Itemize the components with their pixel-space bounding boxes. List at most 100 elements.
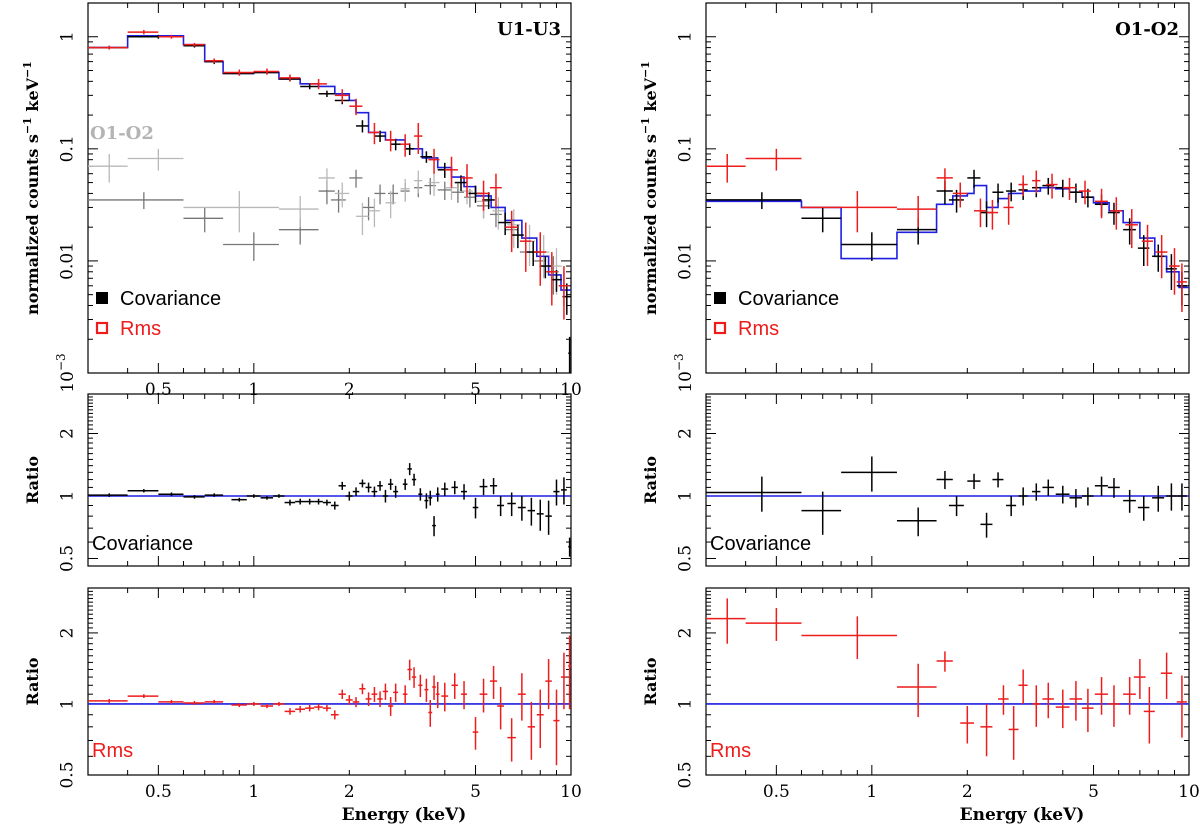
data-point (1046, 173, 1058, 199)
data-point (1079, 180, 1091, 205)
data-point (204, 493, 224, 497)
panel-frame (705, 587, 1190, 776)
y-tick-label: 0.5 (676, 545, 696, 572)
data-point (223, 69, 254, 76)
data-point (1062, 177, 1076, 200)
data-point (183, 42, 205, 47)
data-point (322, 704, 331, 712)
data-point (414, 122, 423, 154)
data-point (385, 130, 396, 152)
series-rms (88, 29, 569, 320)
data-point (183, 207, 224, 233)
data-point (441, 682, 449, 712)
data-point (745, 608, 802, 641)
data-layer (706, 598, 1189, 760)
x-tick-label: 2 (344, 782, 355, 802)
data-point (451, 673, 458, 699)
y-tick-label-min-base: 10 (676, 371, 696, 393)
data-point (1107, 478, 1120, 498)
panel-u1u3-ratio-rms: 0.5 1 2 5 10 0.5 1 2 Ratio Rms (23, 587, 582, 802)
y-tick-label: 2 (676, 628, 696, 639)
data-point (349, 169, 363, 188)
data-point (1042, 682, 1054, 719)
legend-swatch-rms (95, 321, 109, 335)
data-point (1107, 202, 1120, 225)
data-point (545, 500, 552, 535)
data-point (322, 499, 331, 506)
data-point (349, 98, 363, 116)
x-tick-label: 10 (560, 782, 582, 802)
data-point (158, 34, 184, 39)
data-point (418, 674, 423, 698)
data-point (527, 701, 535, 760)
y-axis-title-part: keV (641, 77, 660, 117)
data-point (428, 172, 440, 196)
data-point (441, 482, 449, 496)
data-point (497, 495, 505, 517)
data-point (527, 497, 535, 526)
data-point (356, 120, 369, 133)
legend-label-rms: Rms (120, 318, 161, 340)
data-point (472, 717, 479, 750)
data-point (368, 198, 381, 228)
ratio-panel-label: Covariance (92, 533, 193, 555)
data-point (352, 487, 360, 496)
ratio-panel-label: Rms (710, 740, 751, 762)
data-point (498, 212, 512, 236)
data-point (801, 491, 842, 535)
data-point (461, 681, 468, 710)
data-point (980, 512, 993, 538)
data-point (432, 675, 436, 700)
data-point (1069, 183, 1083, 203)
y-axis-title-part: −1 (639, 117, 652, 134)
data-layer (706, 456, 1189, 538)
y-axis-title: Ratio (23, 657, 42, 706)
x-tick-label: 0.5 (145, 380, 172, 400)
panel-title: O1-O2 (1115, 19, 1179, 40)
data-point (356, 202, 369, 236)
data-point (388, 184, 399, 205)
data-point (88, 493, 128, 497)
data-point (382, 683, 389, 700)
legend-label-rms: Rms (738, 318, 779, 340)
data-point (948, 495, 964, 517)
data-point (1169, 248, 1180, 295)
y-tick-label: 0.01 (676, 242, 696, 280)
data-point (368, 122, 381, 145)
y-axis-title: Ratio (641, 657, 660, 706)
data-point (517, 673, 526, 721)
data-point (377, 691, 383, 708)
data-point (992, 183, 1004, 203)
data-point (371, 486, 378, 497)
data-point (1018, 669, 1028, 704)
data-point (1165, 483, 1177, 511)
data-point (451, 481, 458, 495)
data-point (334, 89, 350, 103)
data-point (536, 499, 544, 531)
data-point (1176, 675, 1187, 738)
data-point (1082, 487, 1094, 506)
data-point (428, 699, 433, 727)
data-point (1018, 487, 1028, 506)
x-tick-label: 0.5 (145, 782, 172, 802)
data-point (505, 210, 518, 253)
y-tick-label: 1 (58, 31, 78, 42)
data-point (231, 497, 247, 502)
data-point (407, 659, 412, 681)
y-axis-title: normalized counts s−1 keV−1 (21, 61, 42, 315)
panel-frame (87, 587, 572, 776)
data-point (980, 703, 993, 757)
data-point (1133, 659, 1146, 699)
x-tick-label: 2 (962, 782, 973, 802)
data-layer (88, 29, 571, 373)
data-point (158, 492, 184, 496)
data-point (479, 678, 488, 713)
data-point (359, 479, 366, 488)
data-point (998, 685, 1009, 715)
ratio-panel-label: Rms (92, 740, 133, 762)
data-point (424, 678, 429, 702)
data-layer (88, 463, 571, 557)
y-axis-title-part: −1 (21, 61, 34, 78)
